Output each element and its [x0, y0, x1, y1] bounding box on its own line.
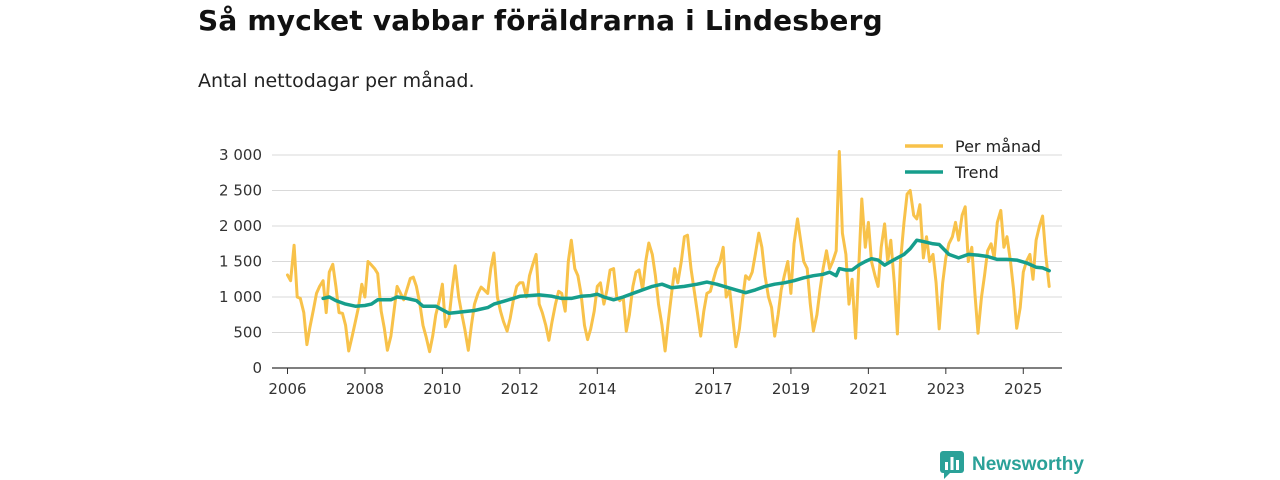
y-tick-label: 0: [252, 359, 262, 377]
x-tick-label: 2023: [927, 380, 965, 398]
series-line-per-manad: [286, 150, 1051, 354]
series-lines: [286, 150, 1051, 354]
y-tick-label: 2 500: [219, 182, 262, 200]
legend-label: Per månad: [955, 137, 1041, 156]
y-axis-ticks: 0 500 1 000 1 500 2 000 2 500 3 000: [219, 146, 262, 377]
y-tick-label: 1 500: [219, 253, 262, 271]
legend: Per månad Trend: [905, 137, 1041, 182]
y-tick-label: 3 000: [219, 146, 262, 164]
x-tick-label: 2019: [772, 380, 810, 398]
x-tick-label: 2021: [849, 380, 887, 398]
y-tick-label: 2 000: [219, 217, 262, 235]
legend-label: Trend: [954, 163, 999, 182]
x-tick-label: 2008: [346, 380, 384, 398]
x-tick-label: 2014: [578, 380, 616, 398]
x-tick-label: 2006: [268, 380, 306, 398]
x-axis: 2006 2008 2010 2012 2014 2017 2019 2021 2023 2025: [268, 367, 1062, 398]
gridlines: [272, 154, 1062, 333]
x-tick-label: 2010: [423, 380, 461, 398]
x-tick-label: 2017: [694, 380, 732, 398]
x-tick-label: 2012: [501, 380, 539, 398]
brand-name: Newsworthy: [972, 454, 1084, 475]
bar-chart-speech-icon: [940, 451, 964, 479]
y-tick-label: 1 000: [219, 288, 262, 306]
newsworthy-logo[interactable]: Newsworthy: [940, 451, 1084, 479]
y-tick-label: 500: [233, 324, 262, 342]
chart-title: Så mycket vabbar föräldrarna i Lindesber…: [198, 4, 883, 37]
chart-subtitle: Antal nettodagar per månad.: [198, 70, 475, 92]
x-tick-label: 2025: [1004, 380, 1042, 398]
series-line-trend: [321, 238, 1051, 316]
